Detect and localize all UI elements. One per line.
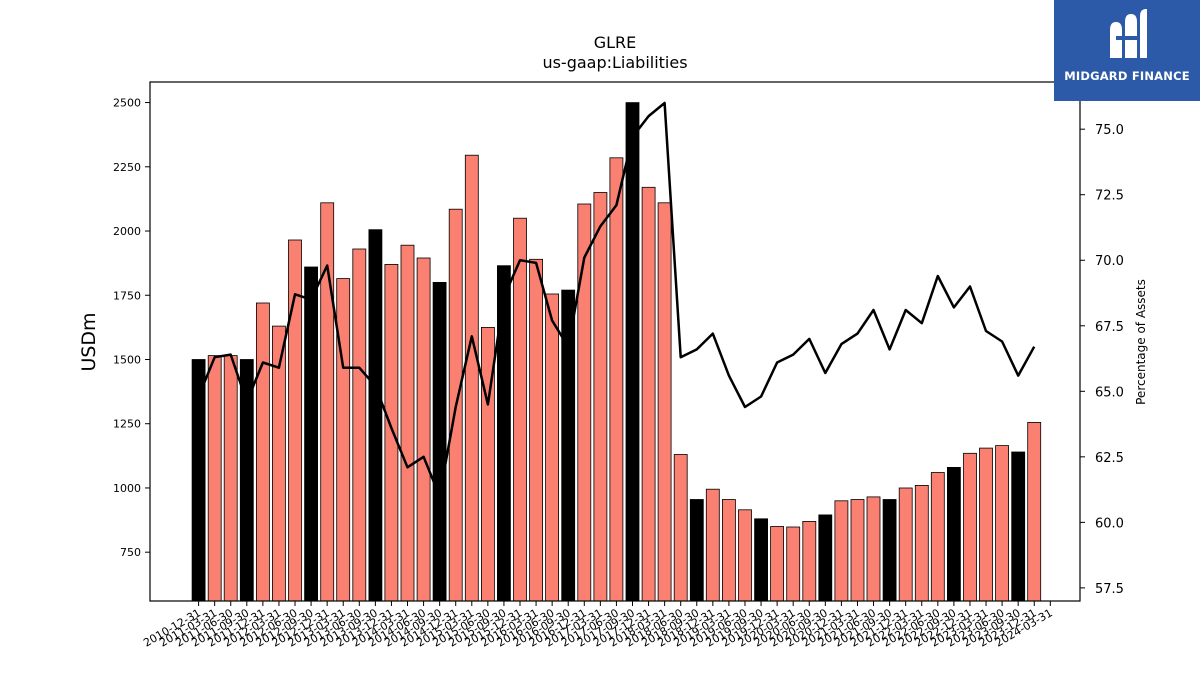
y-tick-label: 1500 — [113, 353, 141, 366]
y2-tick-label: 72.5 — [1095, 189, 1124, 204]
logo-mark-icon — [1110, 9, 1147, 58]
y2-axis-label: Percentage of Assets — [1134, 279, 1148, 405]
y2-tick-label: 67.5 — [1095, 320, 1124, 335]
y-tick-label: 2000 — [113, 225, 141, 238]
bar — [914, 484, 929, 602]
bar — [979, 447, 993, 602]
bar — [673, 454, 688, 602]
bar — [995, 445, 1009, 602]
bar — [545, 293, 559, 602]
bar — [625, 102, 640, 602]
y-tick-label: 2500 — [113, 97, 141, 110]
bar — [1027, 421, 1042, 602]
bar — [432, 281, 447, 602]
bar — [255, 302, 270, 602]
bar — [786, 526, 801, 602]
y-tick-label: 1750 — [113, 289, 141, 302]
bar — [818, 514, 833, 602]
y-axis-label: USDm — [78, 312, 100, 371]
bar — [352, 248, 367, 602]
bar — [1011, 451, 1026, 602]
line-series — [197, 101, 1036, 498]
x-axis: 2010-12-312011-03-312011-06-302011-09-30… — [141, 601, 1055, 650]
y-tick-label: 1000 — [113, 482, 141, 495]
bar — [529, 258, 543, 602]
logo-text: MIDGARD FINANCE — [1064, 69, 1190, 83]
y2-tick-label: 65.0 — [1095, 385, 1124, 400]
bar — [223, 355, 238, 602]
bar — [947, 466, 961, 602]
bar — [834, 500, 849, 602]
bar — [802, 521, 817, 602]
bar — [754, 518, 768, 602]
y-axis-right: 57.5 60.0 62.5 65.0 67.5 70.0 72.5 75.0 — [1080, 123, 1124, 597]
brand-logo: MIDGARD FINANCE — [1054, 0, 1200, 101]
bar — [689, 499, 704, 602]
bar — [304, 266, 319, 602]
bar — [738, 509, 752, 602]
bar — [561, 289, 576, 602]
bar — [705, 488, 720, 602]
y2-tick-label: 57.5 — [1095, 582, 1124, 597]
y2-tick-label: 75.0 — [1095, 123, 1124, 138]
bar-series — [191, 102, 1042, 602]
y-tick-label: 750 — [120, 546, 141, 559]
bar — [207, 355, 222, 602]
bar — [239, 359, 254, 602]
bar — [384, 263, 399, 602]
bar — [400, 244, 415, 602]
bar — [898, 487, 913, 602]
plot-frame — [149, 81, 1081, 602]
chart-subtitle: us-gaap:Liabilities — [542, 53, 687, 72]
bar — [930, 472, 945, 602]
y-tick-label: 1250 — [113, 418, 141, 431]
bar — [368, 229, 383, 602]
bar — [464, 154, 479, 602]
y2-tick-label: 62.5 — [1095, 451, 1124, 466]
line-path — [197, 101, 1036, 498]
bar — [770, 526, 784, 602]
bar — [513, 217, 527, 602]
bar — [850, 499, 865, 602]
bar — [496, 265, 511, 602]
y2-tick-label: 60.0 — [1095, 516, 1124, 531]
bar — [722, 499, 736, 602]
bar — [336, 278, 351, 602]
bar — [320, 202, 335, 602]
bar — [866, 496, 881, 602]
bar — [657, 202, 672, 602]
y2-tick-label: 70.0 — [1095, 254, 1124, 269]
y-axis-left: 750 1000 1250 1500 1750 2000 2250 2500 — [113, 97, 150, 559]
bar — [882, 499, 897, 602]
bar — [609, 157, 624, 602]
bar — [641, 186, 656, 602]
chart-title: GLRE — [594, 33, 637, 52]
bar — [963, 452, 977, 602]
bar — [416, 257, 431, 602]
y-tick-label: 2250 — [113, 161, 141, 174]
bar — [593, 192, 608, 602]
